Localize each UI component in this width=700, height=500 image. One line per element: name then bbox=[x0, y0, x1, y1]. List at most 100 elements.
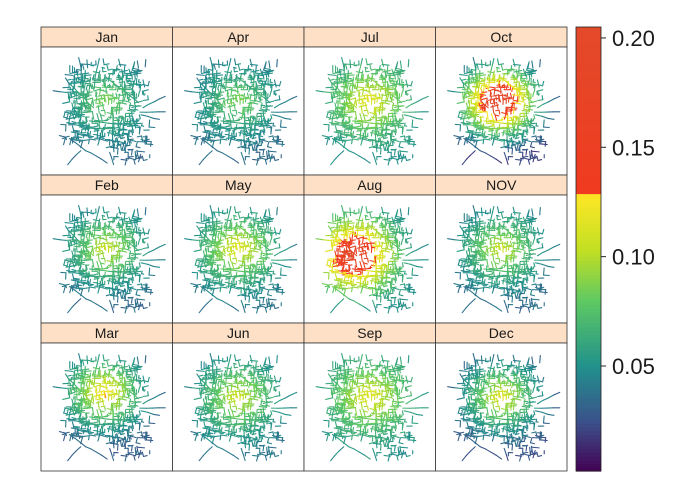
road-segment bbox=[244, 145, 246, 153]
road-segment bbox=[235, 257, 238, 263]
road-segment bbox=[108, 77, 113, 80]
road-segment bbox=[84, 82, 92, 85]
road-segment bbox=[243, 138, 246, 147]
road-segment bbox=[127, 257, 136, 260]
road-segment bbox=[77, 244, 84, 247]
road-segment bbox=[242, 108, 245, 116]
road-segment bbox=[85, 150, 92, 154]
road-segment bbox=[239, 122, 247, 125]
road-segment bbox=[214, 122, 219, 125]
road-segment bbox=[65, 431, 70, 434]
facet-strip-label: Jan bbox=[95, 29, 118, 45]
road-segment bbox=[269, 118, 272, 122]
road-segment bbox=[147, 228, 150, 235]
road-segment bbox=[255, 424, 260, 427]
road-segment bbox=[117, 290, 125, 294]
road-segment bbox=[209, 417, 219, 420]
road-segment bbox=[131, 69, 139, 73]
road-segment bbox=[136, 208, 139, 217]
road-segment bbox=[258, 236, 264, 239]
road-segment bbox=[142, 237, 149, 240]
road-segment bbox=[68, 115, 71, 124]
road-segment bbox=[253, 280, 261, 283]
road-segment bbox=[95, 388, 98, 393]
road-segment bbox=[259, 138, 266, 141]
road-segment bbox=[134, 72, 142, 75]
road-segment bbox=[145, 135, 148, 145]
road-segment bbox=[67, 306, 73, 314]
road-segment bbox=[76, 284, 82, 287]
road-segment bbox=[117, 94, 125, 97]
road-segment bbox=[112, 419, 115, 425]
road-segment bbox=[117, 142, 125, 146]
road-segment bbox=[120, 122, 128, 125]
road-segment bbox=[142, 103, 150, 109]
road-segment bbox=[232, 257, 237, 260]
road-segment bbox=[77, 269, 87, 272]
road-segment bbox=[130, 297, 133, 304]
road-segment bbox=[111, 404, 114, 412]
road-segment bbox=[147, 101, 155, 105]
road-segment bbox=[198, 115, 200, 119]
road-segment bbox=[100, 95, 103, 101]
road-segment bbox=[109, 261, 113, 268]
road-segment bbox=[153, 117, 161, 120]
road-segment bbox=[77, 392, 84, 395]
road-segment bbox=[136, 356, 139, 365]
road-segment bbox=[126, 430, 129, 438]
road-segment bbox=[260, 140, 263, 146]
road-segment bbox=[94, 86, 102, 89]
road-segment bbox=[261, 231, 268, 234]
road-segment bbox=[127, 94, 134, 99]
road-segment bbox=[239, 97, 249, 100]
road-segment bbox=[158, 95, 166, 100]
road-segment bbox=[100, 114, 105, 117]
road-segment bbox=[131, 71, 137, 74]
road-segment bbox=[138, 414, 140, 418]
road-segment bbox=[123, 229, 127, 237]
road-segment bbox=[255, 65, 257, 74]
road-segment bbox=[61, 285, 66, 288]
road-segment bbox=[111, 96, 120, 99]
road-segment bbox=[142, 90, 145, 96]
road-segment bbox=[126, 286, 130, 294]
road-segment bbox=[239, 270, 247, 273]
road-segment bbox=[77, 96, 84, 99]
road-segment bbox=[127, 281, 130, 289]
road-segment bbox=[73, 369, 76, 377]
road-segment bbox=[109, 151, 113, 160]
road-segment bbox=[136, 298, 146, 301]
road-segment bbox=[79, 294, 87, 300]
road-segment bbox=[70, 286, 80, 290]
road-segment bbox=[145, 143, 154, 146]
road-segment bbox=[132, 363, 140, 367]
road-segment bbox=[262, 73, 270, 76]
road-segment bbox=[130, 149, 133, 156]
road-segment bbox=[89, 135, 95, 138]
road-segment bbox=[269, 414, 272, 418]
road-segment bbox=[136, 150, 146, 153]
facet-panel-jul: Jul bbox=[303, 26, 436, 176]
road-segment bbox=[120, 158, 128, 161]
road-segment bbox=[255, 128, 260, 131]
road-segment bbox=[90, 300, 98, 305]
road-segment bbox=[114, 286, 118, 288]
road-segment bbox=[117, 234, 125, 239]
road-segment bbox=[68, 82, 75, 89]
road-segment bbox=[101, 269, 109, 272]
road-segment bbox=[148, 267, 151, 276]
road-segment bbox=[116, 288, 120, 296]
road-segment bbox=[113, 275, 119, 277]
road-segment bbox=[71, 250, 74, 257]
road-segment bbox=[329, 115, 332, 119]
road-segment bbox=[71, 398, 74, 405]
road-segment bbox=[142, 99, 149, 102]
road-segment bbox=[73, 86, 78, 93]
road-segment bbox=[243, 434, 246, 443]
road-segment bbox=[83, 86, 85, 95]
road-segment bbox=[128, 92, 131, 102]
road-segment bbox=[131, 411, 135, 417]
road-segment bbox=[394, 74, 396, 80]
road-segment bbox=[112, 286, 114, 295]
